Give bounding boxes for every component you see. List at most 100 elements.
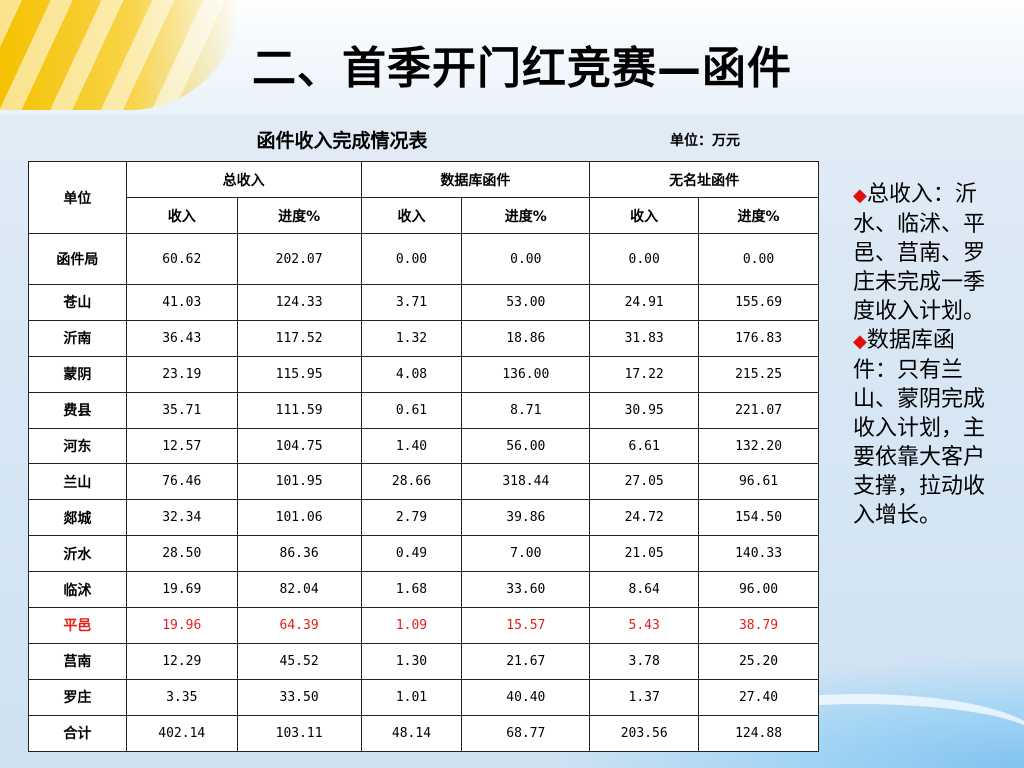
cell-unit-name: 兰山 <box>28 463 127 501</box>
cell-total-progress: 104.75 <box>236 427 362 465</box>
cell-total-income: 35.71 <box>125 391 238 429</box>
cell-unaddressed-income: 31.83 <box>589 319 700 357</box>
cell-total-progress: 45.52 <box>236 642 362 680</box>
cell-total-income: 76.46 <box>125 463 238 501</box>
table-row: 郯城 32.34 101.06 2.79 39.86 24.72 154.50 <box>28 499 819 537</box>
header-sub-progress: 进度% <box>461 197 591 234</box>
table-row: 平邑 19.96 64.39 1.09 15.57 5.43 38.79 <box>28 607 819 644</box>
note-database-mail: 数据库函件：只有兰山、蒙阴完成收入计划，主要依靠大客户支撑，拉动收入增长。 <box>853 328 986 528</box>
header-sub-progress: 进度% <box>698 197 819 234</box>
cell-unaddressed-progress: 0.00 <box>698 233 819 285</box>
table-row: 莒南 12.29 45.52 1.30 21.67 3.78 25.20 <box>28 642 819 680</box>
cell-unaddressed-progress: 96.61 <box>698 463 819 501</box>
cell-database-income: 4.08 <box>360 355 463 393</box>
header-group-unaddressed: 无名址函件 <box>589 161 819 198</box>
cell-database-progress: 0.00 <box>461 233 591 285</box>
cell-database-income: 0.61 <box>360 391 463 429</box>
cell-total-progress: 117.52 <box>236 319 362 357</box>
cell-unaddressed-progress: 27.40 <box>698 678 819 716</box>
cell-database-income: 3.71 <box>360 284 463 321</box>
cell-unaddressed-income: 24.72 <box>589 499 700 537</box>
cell-unit-name: 临沭 <box>28 571 127 609</box>
cell-unaddressed-progress: 96.00 <box>698 571 819 609</box>
cell-database-progress: 68.77 <box>461 714 591 752</box>
cell-database-income: 1.30 <box>360 642 463 680</box>
cell-database-income: 1.32 <box>360 319 463 357</box>
cell-unit-name: 平邑 <box>28 607 127 644</box>
cell-total-income: 19.69 <box>125 571 238 609</box>
unit-note: 单位：万元 <box>670 133 740 149</box>
table-row: 沂水 28.50 86.36 0.49 7.00 21.05 140.33 <box>28 535 819 573</box>
table-body: 函件局 60.62 202.07 0.00 0.00 0.00 0.00 苍山 41.03 124… <box>28 233 819 752</box>
cell-unit-name: 蒙阴 <box>28 355 127 393</box>
cell-database-income: 1.40 <box>360 427 463 465</box>
cell-database-income: 1.01 <box>360 678 463 716</box>
header-sub-income: 收入 <box>125 197 238 234</box>
table-row: 费县 35.71 111.59 0.61 8.71 30.95 221.07 <box>28 391 819 429</box>
cell-unit-name: 费县 <box>28 391 127 429</box>
cell-unaddressed-progress: 215.25 <box>698 355 819 393</box>
note-total-income: 总收入：沂水、临沭、平邑、莒南、罗庄未完成一季度收入计划。 <box>853 182 986 324</box>
table-row: 苍山 41.03 124.33 3.71 53.00 24.91 155.69 <box>28 284 819 321</box>
cell-unit-name: 沂南 <box>28 319 127 357</box>
table-row: 河东 12.57 104.75 1.40 56.00 6.61 132.20 <box>28 427 819 465</box>
slide-title: 二、首季开门红竞赛—函件 <box>252 43 792 94</box>
cell-database-income: 0.00 <box>360 233 463 285</box>
table-row: 罗庄 3.35 33.50 1.01 40.40 1.37 27.40 <box>28 678 819 716</box>
cell-unaddressed-progress: 155.69 <box>698 284 819 321</box>
cell-unaddressed-income: 27.05 <box>589 463 700 501</box>
table-header-row-2: 收入 进度% 收入 进度% 收入 进度% <box>29 197 819 234</box>
cell-unaddressed-progress: 154.50 <box>698 499 819 537</box>
table-caption: 函件收入完成情况表 <box>256 130 428 152</box>
header-sub-progress: 进度% <box>236 197 362 234</box>
cell-database-income: 2.79 <box>360 499 463 537</box>
summary-notes: ◆总收入：沂水、临沭、平邑、莒南、罗庄未完成一季度收入计划。 ◆数据库函件：只有… <box>853 180 993 530</box>
cell-unaddressed-progress: 25.20 <box>698 642 819 680</box>
cell-total-progress: 202.07 <box>236 233 362 285</box>
table-row: 蒙阴 23.19 115.95 4.08 136.00 17.22 215.25 <box>28 355 819 393</box>
cell-total-progress: 33.50 <box>236 678 362 716</box>
cell-database-income: 0.49 <box>360 535 463 573</box>
cell-database-progress: 318.44 <box>461 463 591 501</box>
revenue-table: 单位 总收入 数据库函件 无名址函件 收入 进度% 收入 进度% 收入 进度% … <box>28 161 819 752</box>
cell-unit-name: 函件局 <box>28 233 127 285</box>
cell-database-income: 1.68 <box>360 571 463 609</box>
cell-unaddressed-income: 1.37 <box>589 678 700 716</box>
cell-total-progress: 82.04 <box>236 571 362 609</box>
cell-database-progress: 18.86 <box>461 319 591 357</box>
header-unit: 单位 <box>28 161 127 234</box>
cell-total-progress: 103.11 <box>236 714 362 752</box>
header-sub-income: 收入 <box>589 197 700 234</box>
table-row: 函件局 60.62 202.07 0.00 0.00 0.00 0.00 <box>28 233 819 285</box>
table-row: 兰山 76.46 101.95 28.66 318.44 27.05 96.61 <box>28 463 819 501</box>
decorative-swoosh <box>680 694 1024 740</box>
cell-total-income: 19.96 <box>125 607 238 644</box>
cell-unaddressed-income: 0.00 <box>589 233 700 285</box>
cell-total-progress: 101.06 <box>236 499 362 537</box>
cell-unaddressed-income: 30.95 <box>589 391 700 429</box>
cell-total-income: 41.03 <box>125 284 238 321</box>
table-row: 合计 402.14 103.11 48.14 68.77 203.56 124.88 <box>28 714 819 752</box>
cell-database-progress: 39.86 <box>461 499 591 537</box>
header-group-database: 数据库函件 <box>360 161 591 198</box>
cell-unit-name: 苍山 <box>28 284 127 321</box>
cell-total-progress: 115.95 <box>236 355 362 393</box>
header-sub-income: 收入 <box>360 197 463 234</box>
cell-total-progress: 111.59 <box>236 391 362 429</box>
cell-unit-name: 莒南 <box>28 642 127 680</box>
cell-unit-name: 合计 <box>28 714 127 752</box>
cell-unit-name: 罗庄 <box>28 678 127 716</box>
cell-unaddressed-income: 8.64 <box>589 571 700 609</box>
cell-database-progress: 136.00 <box>461 355 591 393</box>
cell-database-progress: 56.00 <box>461 427 591 465</box>
cell-unaddressed-progress: 124.88 <box>698 714 819 752</box>
cell-database-progress: 33.60 <box>461 571 591 609</box>
table-header-row-1: 单位 总收入 数据库函件 无名址函件 <box>28 161 819 234</box>
cell-total-progress: 64.39 <box>236 607 362 644</box>
table-row: 临沭 19.69 82.04 1.68 33.60 8.64 96.00 <box>28 571 819 609</box>
cell-total-income: 28.50 <box>125 535 238 573</box>
cell-total-income: 12.29 <box>125 642 238 680</box>
cell-total-progress: 124.33 <box>236 284 362 321</box>
cell-total-income: 32.34 <box>125 499 238 537</box>
cell-unaddressed-progress: 38.79 <box>698 607 819 644</box>
